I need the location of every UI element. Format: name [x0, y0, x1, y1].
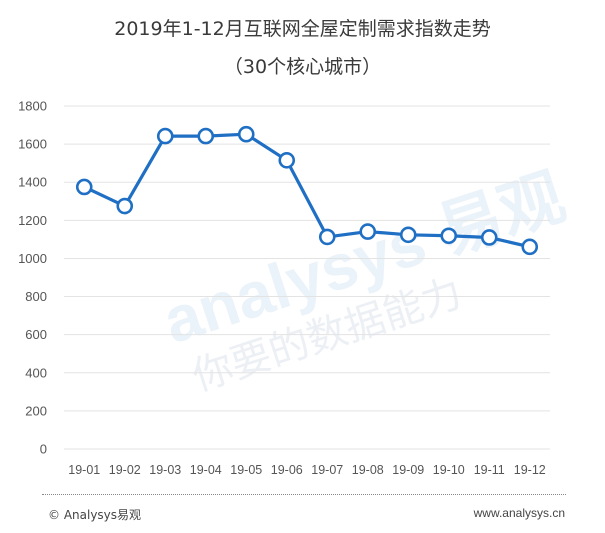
- data-point-marker[interactable]: [75, 178, 93, 196]
- data-point-marker[interactable]: [359, 223, 377, 240]
- y-tick-label: 1200: [18, 213, 47, 228]
- footer-divider: [42, 494, 566, 495]
- data-point-marker[interactable]: [480, 229, 498, 246]
- data-point-marker[interactable]: [318, 228, 336, 246]
- y-tick-label: 1000: [18, 251, 47, 266]
- x-tick-label: 19-10: [433, 463, 465, 477]
- y-tick-label: 400: [25, 365, 47, 380]
- y-tick-label: 0: [40, 442, 47, 457]
- website-link[interactable]: www.analysys.cn: [473, 506, 565, 520]
- data-point-marker[interactable]: [156, 127, 174, 145]
- x-tick-label: 19-08: [352, 463, 384, 477]
- data-series: [75, 125, 539, 256]
- x-tick-label: 19-07: [311, 463, 343, 477]
- x-tick-label: 19-09: [392, 463, 424, 477]
- data-point-marker[interactable]: [116, 197, 134, 215]
- data-point-marker[interactable]: [399, 226, 417, 244]
- y-axis: 0 200 400 600 800 1000 1200 1400 1600 1800: [18, 99, 47, 457]
- x-tick-label: 19-02: [109, 463, 141, 477]
- y-tick-label: 800: [25, 289, 47, 304]
- data-point-marker[interactable]: [197, 127, 215, 145]
- y-tick-label: 1800: [18, 99, 47, 114]
- y-tick-label: 1400: [18, 175, 47, 190]
- y-tick-label: 600: [25, 327, 47, 342]
- y-tick-label: 200: [25, 403, 47, 418]
- grid-lines: [64, 105, 550, 450]
- x-tick-label: 19-12: [514, 463, 546, 477]
- copyright-text: © Analysys易观: [48, 508, 142, 522]
- x-tick-label: 19-11: [474, 463, 505, 477]
- x-tick-label: 19-03: [149, 463, 181, 477]
- data-point-marker[interactable]: [237, 125, 255, 143]
- x-tick-label: 19-01: [68, 463, 100, 477]
- chart-title: 2019年1-12月互联网全屋定制需求指数走势: [114, 18, 491, 40]
- data-point-marker[interactable]: [440, 227, 458, 245]
- data-point-marker[interactable]: [278, 152, 296, 169]
- data-point-marker[interactable]: [521, 238, 539, 256]
- y-tick-label: 1600: [18, 137, 47, 152]
- x-tick-label: 19-05: [230, 463, 262, 477]
- x-tick-label: 19-04: [190, 463, 222, 477]
- x-tick-label: 19-06: [271, 463, 303, 477]
- chart-subtitle: （30个核心城市）: [223, 56, 382, 78]
- x-axis: 19-01 19-02 19-03 19-04 19-05 19-06 19-07 19-08…: [68, 463, 546, 477]
